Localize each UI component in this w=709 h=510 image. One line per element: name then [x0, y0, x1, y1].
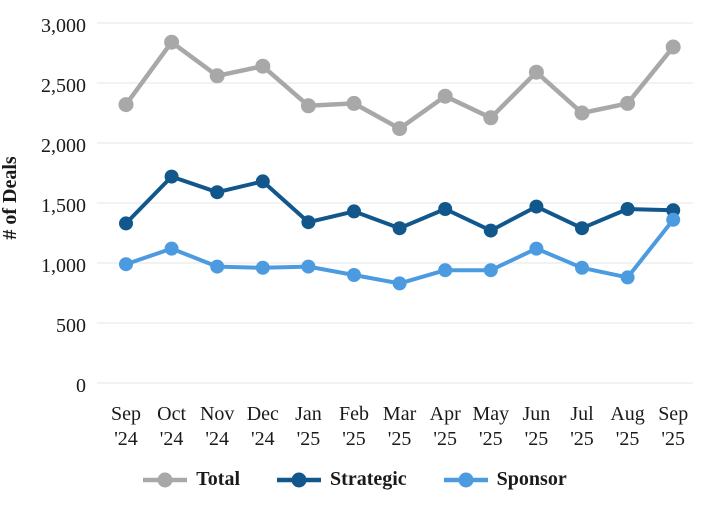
data-point-total-oct-24: [164, 34, 180, 50]
x-tick-month-nov-24: Nov: [200, 403, 234, 425]
strategic-line-marker-icon: [277, 472, 322, 487]
data-point-strategic-may-25: [483, 223, 498, 238]
x-tick-month-jul-25: Jul: [570, 403, 594, 425]
data-point-strategic-oct-24: [164, 169, 179, 184]
data-point-sponsor-mar-25: [392, 276, 407, 291]
x-tick-month-dec-24: Dec: [247, 403, 279, 425]
y-tick-label-500: 500: [56, 315, 86, 337]
x-tick-month-sep-24: Sep: [111, 403, 141, 425]
data-point-total-jul-25: [574, 105, 590, 121]
data-point-total-mar-25: [392, 121, 408, 137]
x-tick-month-oct-24: Oct: [157, 403, 186, 425]
data-point-strategic-jul-25: [575, 221, 589, 236]
data-point-sponsor-dec-24: [255, 260, 270, 275]
legend-label-sponsor: Sponsor: [496, 468, 567, 490]
data-point-strategic-sep-24: [119, 216, 133, 231]
chart-legend: Total Strategic Sponsor: [0, 468, 709, 491]
x-tick-month-aug-25: Aug: [610, 403, 644, 425]
data-point-sponsor-jan-25: [301, 259, 316, 274]
data-point-sponsor-aug-25: [620, 270, 635, 285]
x-tick-year-nov-24: '24: [205, 428, 229, 450]
data-point-strategic-nov-24: [210, 185, 225, 200]
x-tick-year-sep-25: '25: [661, 428, 685, 450]
y-tick-label-3-000: 3,000: [41, 15, 86, 37]
legend-item-strategic: Strategic: [276, 468, 407, 491]
x-tick-year-aug-25: '25: [616, 428, 640, 450]
data-point-sponsor-feb-25: [347, 268, 361, 282]
data-point-sponsor-sep-24: [119, 257, 133, 272]
legend-label-strategic: Strategic: [330, 468, 407, 490]
x-tick-year-jun-25: '25: [525, 428, 549, 450]
data-point-total-nov-24: [209, 68, 225, 84]
data-point-strategic-apr-25: [438, 202, 453, 216]
x-tick-year-may-25: '25: [479, 428, 503, 450]
data-point-total-dec-24: [255, 58, 271, 74]
total-line-marker-icon: [143, 472, 188, 487]
sponsor-line-marker-icon: [443, 472, 488, 487]
y-tick-label-2-500: 2,500: [41, 75, 86, 97]
legend-item-total: Total: [142, 468, 240, 491]
x-tick-year-oct-24: '24: [160, 428, 184, 450]
x-tick-year-jul-25: '25: [570, 428, 594, 450]
data-point-strategic-aug-25: [620, 202, 635, 216]
x-tick-month-sep-25: Sep: [658, 403, 688, 425]
data-point-strategic-sep-25: [666, 203, 681, 218]
data-point-sponsor-apr-25: [438, 263, 453, 278]
x-tick-year-feb-25: '25: [342, 428, 366, 450]
y-tick-label-2-000: 2,000: [41, 135, 86, 157]
data-point-sponsor-jun-25: [529, 241, 544, 256]
data-point-total-sep-24: [118, 97, 134, 113]
x-tick-year-sep-24: '24: [114, 428, 138, 450]
x-tick-month-mar-25: Mar: [383, 403, 417, 425]
data-point-total-jan-25: [300, 98, 316, 114]
chart-plot-area: # of Deals 0 500 1,000 1,500 2,000 2,500 3,000…: [0, 15, 693, 450]
data-point-sponsor-jul-25: [575, 260, 589, 275]
data-point-strategic-mar-25: [392, 221, 407, 236]
x-tick-month-jan-25: Jan: [295, 403, 322, 425]
x-tick-year-jan-25: '25: [297, 428, 321, 450]
data-point-strategic-jan-25: [301, 215, 316, 230]
x-tick-month-jun-25: Jun: [523, 403, 551, 425]
data-point-total-apr-25: [437, 88, 453, 104]
data-point-total-aug-25: [620, 95, 636, 111]
data-point-sponsor-may-25: [483, 263, 498, 278]
y-axis-title: # of Deals: [0, 156, 21, 240]
y-tick-label-1-000: 1,000: [41, 255, 86, 277]
data-point-sponsor-nov-24: [210, 259, 225, 274]
data-point-total-feb-25: [346, 95, 362, 111]
x-tick-year-dec-24: '24: [251, 428, 275, 450]
data-point-total-sep-25: [665, 39, 681, 55]
data-point-strategic-dec-24: [255, 174, 270, 189]
x-tick-month-apr-25: Apr: [430, 403, 461, 425]
data-point-strategic-jun-25: [529, 199, 544, 214]
series-line-total: [123, 39, 676, 131]
x-tick-year-mar-25: '25: [388, 428, 412, 450]
legend-item-sponsor: Sponsor: [443, 468, 567, 491]
data-point-total-may-25: [483, 110, 499, 126]
x-tick-month-feb-25: Feb: [339, 403, 369, 425]
data-point-sponsor-sep-25: [666, 212, 681, 227]
data-point-total-jun-25: [528, 64, 544, 80]
x-tick-month-may-25: May: [472, 403, 509, 425]
data-point-strategic-feb-25: [347, 204, 361, 219]
y-tick-label-0: 0: [76, 375, 86, 397]
x-tick-year-apr-25: '25: [433, 428, 457, 450]
legend-label-total: Total: [196, 468, 241, 490]
data-point-sponsor-oct-24: [164, 241, 179, 256]
y-tick-label-1-500: 1,500: [41, 195, 86, 217]
